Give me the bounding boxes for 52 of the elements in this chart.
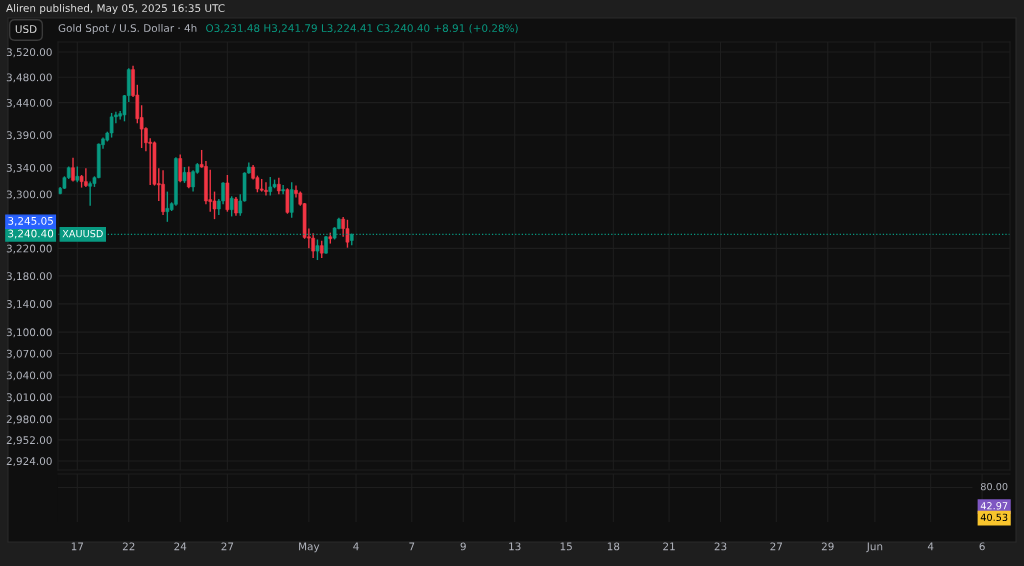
- candlestick: [225, 174, 230, 213]
- y-tick-label: 3,040.00: [6, 371, 52, 381]
- y-tick-label: 3,100.00: [6, 328, 52, 338]
- ref-line-label: 3,240.40: [8, 229, 54, 239]
- y-tick-label: 3,070.00: [6, 349, 52, 359]
- y-tick-label: 3,390.00: [6, 131, 52, 141]
- text: 42.97: [980, 502, 1008, 510]
- x-tick-label: 29: [821, 542, 834, 551]
- text: 40.53: [980, 513, 1008, 521]
- y-tick-label: 2,980.00: [6, 415, 52, 425]
- x-tick-label: 17: [71, 542, 84, 551]
- x-tick-label: 15: [560, 542, 572, 551]
- x-tick-label: 7: [409, 542, 415, 551]
- text: 3,245.05: [8, 216, 53, 226]
- y-tick-label: 2,924.00: [6, 457, 52, 467]
- x-tick-label: 13: [509, 542, 521, 551]
- x-tick-label: 9: [460, 542, 466, 551]
- y-tick-label: 3,010.00: [6, 393, 52, 403]
- chart-title: Gold Spot / U.S. Dollar · 4h: [58, 23, 197, 35]
- x-tick-label: 22: [122, 542, 135, 551]
- y-tick-label: 3,440.00: [6, 98, 52, 108]
- x-tick-label: 24: [174, 542, 187, 551]
- candlestick: [109, 112, 114, 139]
- candlestick: [229, 195, 234, 218]
- y-tick-label: 3,140.00: [6, 300, 52, 309]
- x-tick-label: 18: [607, 542, 620, 551]
- x-tick-label: 21: [663, 542, 675, 551]
- candlestick: [345, 219, 350, 249]
- y-tick-label: 3,180.00: [6, 272, 52, 282]
- x-tick-label: May: [299, 542, 320, 553]
- y-axis-title: USD: [15, 25, 37, 34]
- y-tick-label: 3,340.00: [6, 163, 52, 173]
- x-tick-label: 27: [221, 542, 234, 551]
- y-tick-label: 2,952.00: [6, 436, 52, 446]
- candlestick: [165, 190, 170, 223]
- text: 80.00: [980, 482, 1008, 491]
- chart-subtitle: O3,231.48 H3,241.79 L3,224.41 C3,240.40 +8.91 (+0.28%): [206, 23, 518, 34]
- y-tick-label: 3,480.00: [6, 73, 52, 83]
- candlestick: [285, 187, 290, 215]
- x-tick-label: Jun: [866, 542, 883, 553]
- y-tick-label: 3,300.00: [6, 190, 52, 200]
- x-tick-label: 4: [927, 542, 934, 551]
- candlestick: [268, 176, 273, 197]
- annotation: XAUUSD: [62, 229, 103, 238]
- y-tick-label: 3,220.00: [6, 244, 52, 254]
- x-tick-label: 27: [770, 542, 783, 551]
- text: Aliren published, May 05, 2025 16:35 UTC: [6, 3, 225, 15]
- x-tick-label: 6: [979, 542, 985, 551]
- x-tick-label: 23: [714, 542, 727, 551]
- x-tick-label: 4: [353, 542, 359, 551]
- y-tick-label: 3,520.00: [6, 48, 52, 58]
- candlestick: [315, 238, 320, 261]
